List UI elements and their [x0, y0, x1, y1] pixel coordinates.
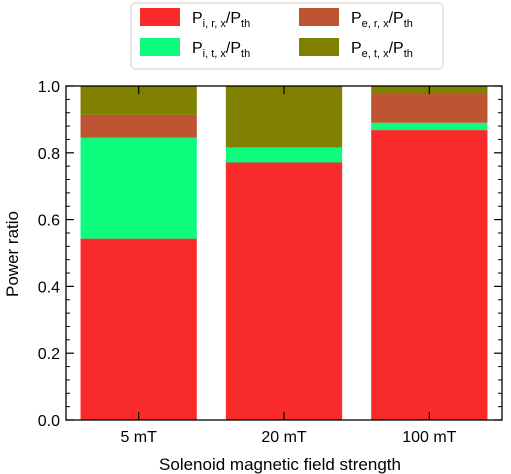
- y-tick-label: 1.0: [38, 79, 60, 96]
- y-tick-label: 0.6: [38, 213, 60, 230]
- bar-1-1: [80, 238, 197, 420]
- legend-swatch: [140, 38, 180, 56]
- y-tick-label: 0.2: [38, 346, 60, 363]
- bar-4-2: [225, 86, 343, 148]
- legend-label: Pi, r, x/Pth: [192, 10, 250, 30]
- legend-box: [130, 2, 444, 70]
- bar-2-1: [80, 137, 197, 239]
- bar-3-1: [80, 114, 197, 138]
- bar-2-3: [371, 122, 488, 131]
- bar-1-3: [371, 130, 488, 420]
- legend-label: Pi, t, x/Pth: [192, 40, 250, 60]
- x-axis-label: Solenoid magnetic field strength: [159, 455, 401, 474]
- y-axis-label: Power ratio: [3, 211, 22, 297]
- legend-label: Pe, r, x/Pth: [351, 10, 413, 30]
- bars-layer: [80, 86, 488, 420]
- bar-2-2: [225, 147, 343, 163]
- legend-label: Pe, t, x/Pth: [351, 40, 413, 60]
- x-tick-label: 20 mT: [261, 429, 307, 446]
- y-tick-label: 0.4: [38, 279, 60, 296]
- x-tick-label: 100 mT: [402, 429, 456, 446]
- bar-1-2: [225, 162, 343, 420]
- legend: Pi, r, x/Pth Pe, r, x/Pth Pi, t, x/Pth Pe, …: [130, 2, 444, 70]
- legend-swatch: [140, 8, 180, 26]
- legend-swatch: [299, 38, 339, 56]
- legend-swatch: [299, 8, 339, 26]
- bar-3-3: [371, 93, 488, 123]
- axes-layer: 0.0 0.2 0.4 0.6 0.8 1.0 5 mT 20 mT 100 mT: [38, 79, 503, 446]
- y-tick-label: 0.0: [38, 413, 60, 430]
- y-tick-label: 0.8: [38, 146, 60, 163]
- x-tick-label: 5 mT: [120, 429, 157, 446]
